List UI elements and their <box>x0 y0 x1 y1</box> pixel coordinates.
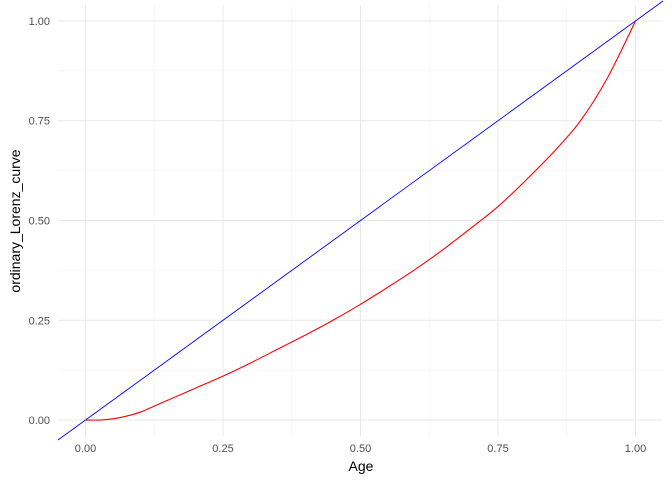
x-tick-label: 0.75 <box>487 443 508 455</box>
y-tick-label: 0.00 <box>29 415 50 427</box>
grid-lines <box>58 5 663 436</box>
lorenz-curve-line <box>85 20 636 421</box>
y-tick-label: 0.50 <box>29 216 50 228</box>
x-axis-ticks: 0.00 0.25 0.50 0.75 1.00 <box>75 443 646 455</box>
x-tick-label: 1.00 <box>625 443 646 455</box>
x-axis-title: Age <box>349 458 374 474</box>
y-tick-label: 0.75 <box>29 116 50 128</box>
x-tick-label: 0.25 <box>212 443 233 455</box>
y-axis-ticks: 0.00 0.25 0.50 0.75 1.00 <box>29 16 50 427</box>
y-axis-title: ordinary_Lorenz_curve <box>7 149 23 292</box>
x-tick-label: 0.50 <box>350 443 371 455</box>
series-layer <box>85 20 636 421</box>
y-tick-label: 0.25 <box>29 315 50 327</box>
equality-reference-line <box>57 0 664 441</box>
reference-line-layer <box>57 0 664 441</box>
y-tick-label: 1.00 <box>29 16 50 28</box>
x-tick-label: 0.00 <box>75 443 96 455</box>
